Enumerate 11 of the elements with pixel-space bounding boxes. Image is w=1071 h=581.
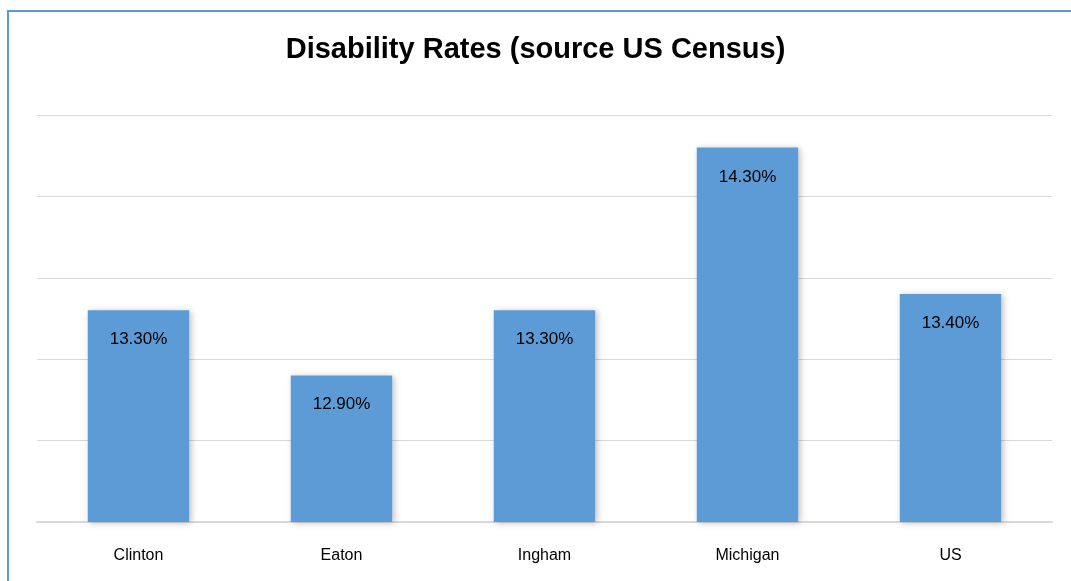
data-label: 13.40% — [921, 313, 980, 333]
data-label: 13.30% — [515, 329, 574, 349]
x-tick-label: Clinton — [113, 545, 164, 563]
x-tick-label: Eaton — [320, 545, 363, 563]
data-label: 12.90% — [312, 394, 371, 414]
data-label: 13.30% — [109, 329, 168, 349]
x-tick-label: Ingham — [517, 545, 572, 563]
data-label: 14.30% — [718, 166, 777, 186]
x-tick-label: Michigan — [715, 545, 780, 563]
x-tick-label: US — [939, 545, 962, 563]
chart-title: Disability Rates (source US Census) — [285, 31, 786, 64]
